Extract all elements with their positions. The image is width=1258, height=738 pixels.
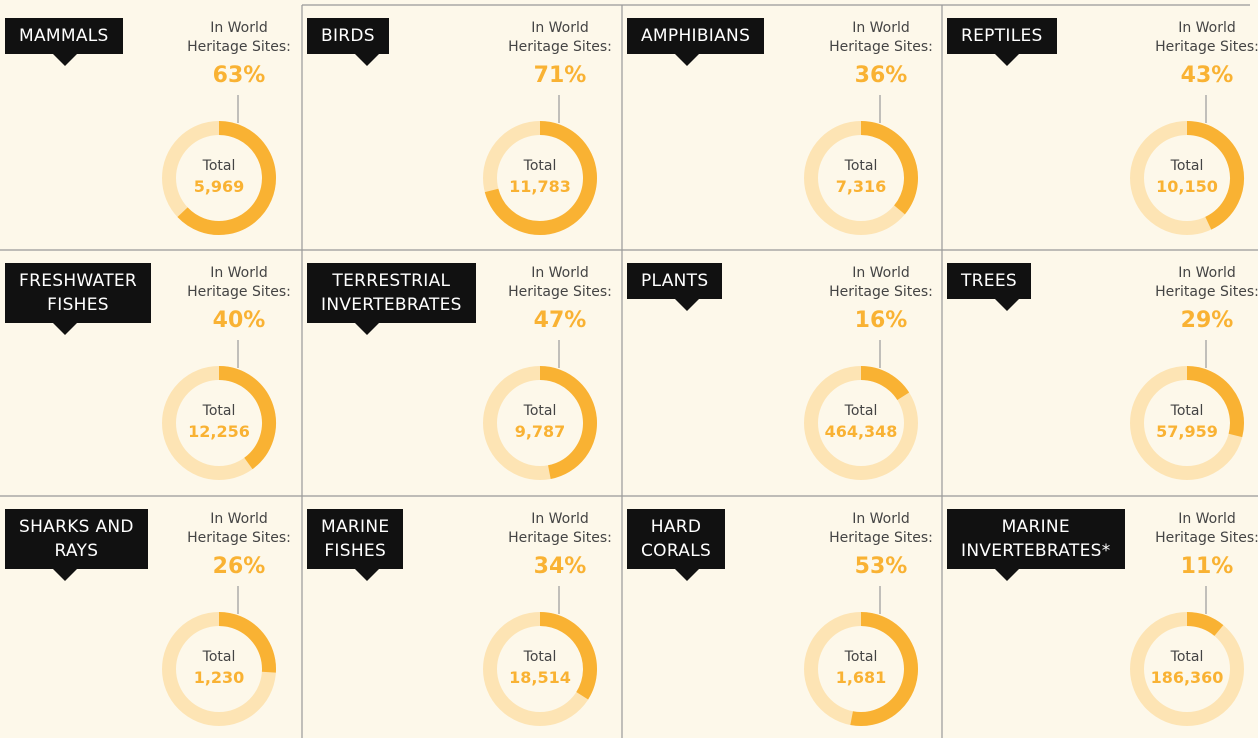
total-caption: Total [811, 403, 911, 419]
card-subtitle: In World Heritage Sites: [1142, 510, 1258, 548]
card-title: MAMMALS [5, 18, 123, 54]
card-subtitle: In World Heritage Sites: [495, 510, 625, 548]
card-subtitle: In World Heritage Sites: [174, 264, 304, 302]
infographic: MAMMALS In World Heritage Sites: 63% Total 5… [0, 0, 1258, 738]
percent-label: 34% [510, 554, 610, 579]
donut-arc [861, 373, 903, 396]
total-caption: Total [490, 403, 590, 419]
total-value: 464,348 [806, 422, 916, 441]
total-caption: Total [1137, 403, 1237, 419]
percent-label: 53% [831, 554, 931, 579]
card-subtitle: In World Heritage Sites: [1142, 19, 1258, 57]
card-subtitle: In World Heritage Sites: [816, 19, 946, 57]
total-caption: Total [811, 158, 911, 174]
total-value: 7,316 [806, 177, 916, 196]
card-subtitle: In World Heritage Sites: [495, 19, 625, 57]
card-subtitle: In World Heritage Sites: [174, 19, 304, 57]
percent-label: 63% [189, 63, 289, 88]
total-caption: Total [1137, 158, 1237, 174]
percent-label: 71% [510, 63, 610, 88]
total-caption: Total [169, 403, 269, 419]
percent-label: 36% [831, 63, 931, 88]
total-value: 57,959 [1132, 422, 1242, 441]
total-value: 10,150 [1132, 177, 1242, 196]
card-title: TERRESTRIAL INVERTEBRATES [307, 263, 476, 323]
percent-label: 26% [189, 554, 289, 579]
total-value: 18,514 [485, 668, 595, 687]
card-title: MARINE INVERTEBRATES* [947, 509, 1125, 569]
percent-label: 47% [510, 308, 610, 333]
donut-arc [1187, 128, 1237, 223]
total-value: 1,230 [164, 668, 274, 687]
card-title: FRESHWATER FISHES [5, 263, 151, 323]
total-caption: Total [169, 158, 269, 174]
total-value: 5,969 [164, 177, 274, 196]
percent-label: 11% [1157, 554, 1257, 579]
percent-label: 16% [831, 308, 931, 333]
total-caption: Total [490, 649, 590, 665]
total-value: 11,783 [485, 177, 595, 196]
card-title: HARD CORALS [627, 509, 725, 569]
card-title: PLANTS [627, 263, 722, 299]
card-subtitle: In World Heritage Sites: [816, 264, 946, 302]
total-value: 1,681 [806, 668, 916, 687]
card-subtitle: In World Heritage Sites: [495, 264, 625, 302]
card-title: SHARKS AND RAYS [5, 509, 148, 569]
total-caption: Total [1137, 649, 1237, 665]
total-value: 12,256 [164, 422, 274, 441]
donut-arc [1187, 619, 1219, 630]
percent-label: 40% [189, 308, 289, 333]
total-value: 186,360 [1132, 668, 1242, 687]
card-title: REPTILES [947, 18, 1057, 54]
card-title: TREES [947, 263, 1031, 299]
percent-label: 29% [1157, 308, 1257, 333]
card-subtitle: In World Heritage Sites: [1142, 264, 1258, 302]
card-title: AMPHIBIANS [627, 18, 764, 54]
card-subtitle: In World Heritage Sites: [174, 510, 304, 548]
card-title: MARINE FISHES [307, 509, 403, 569]
total-value: 9,787 [485, 422, 595, 441]
card-subtitle: In World Heritage Sites: [816, 510, 946, 548]
card-title: BIRDS [307, 18, 389, 54]
total-caption: Total [490, 158, 590, 174]
total-caption: Total [169, 649, 269, 665]
total-caption: Total [811, 649, 911, 665]
chart-layer [0, 0, 1258, 738]
percent-label: 43% [1157, 63, 1257, 88]
